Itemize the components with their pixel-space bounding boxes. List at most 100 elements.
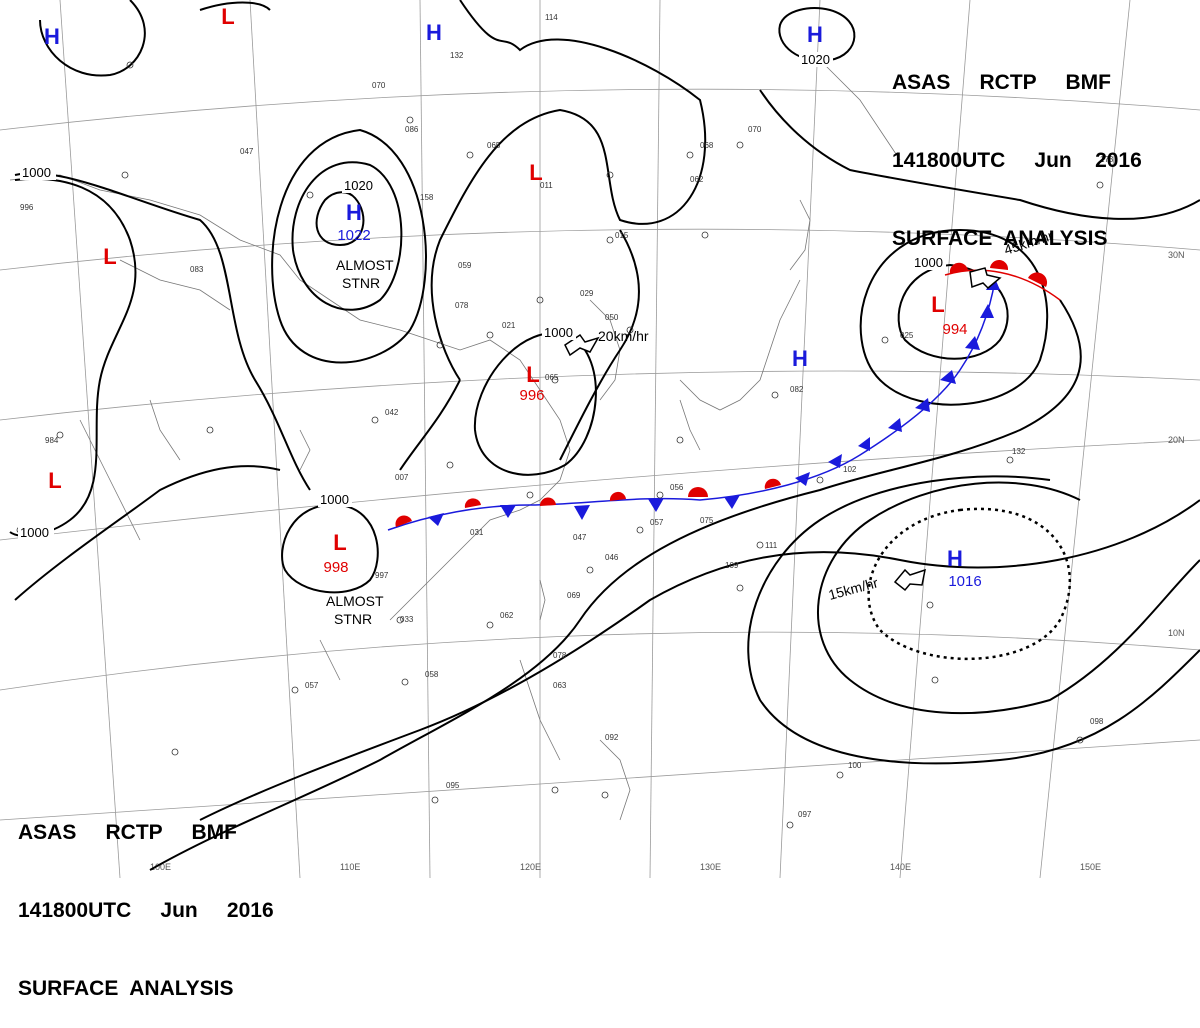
station-value: 057 bbox=[650, 518, 664, 527]
station-value: 031 bbox=[470, 528, 484, 537]
station-value: 158 bbox=[420, 193, 434, 202]
low-center: L bbox=[529, 160, 542, 185]
station-value: 996 bbox=[20, 203, 34, 212]
motion-arrows bbox=[564, 267, 1002, 592]
station-value: 011 bbox=[540, 181, 553, 190]
central-pressure: 994 bbox=[942, 321, 967, 338]
station-value: 056 bbox=[670, 483, 684, 492]
high-center: H bbox=[792, 346, 808, 371]
station-value: 047 bbox=[240, 147, 254, 156]
lat-label: 20N bbox=[1168, 435, 1185, 445]
station-value: 065 bbox=[545, 373, 559, 382]
station-value: 025 bbox=[900, 331, 914, 340]
header-line: 141800UTC Jun 2016 bbox=[892, 149, 1142, 172]
almost-stnr-label: STNR bbox=[342, 275, 380, 291]
motion-arrow bbox=[969, 267, 1002, 290]
dotted-isobar bbox=[867, 507, 1071, 661]
station-value: 015 bbox=[615, 231, 629, 240]
station-value: 111 bbox=[765, 541, 778, 550]
station-value: 097 bbox=[798, 810, 812, 819]
isobars bbox=[9, 0, 1200, 871]
almost-stnr-label: STNR bbox=[334, 611, 372, 627]
isobar-labels: 1000 1020 1000 1000 1000 1020 1000 bbox=[18, 52, 946, 540]
station-value: 098 bbox=[1090, 717, 1104, 726]
isobar-label: 1000 bbox=[544, 325, 573, 340]
low-center: L bbox=[103, 244, 116, 269]
isobar-label: 1000 bbox=[320, 492, 349, 507]
header-line: ASAS RCTP BMF bbox=[892, 71, 1111, 94]
lon-label: 130E bbox=[700, 862, 721, 872]
station-value: 070 bbox=[748, 125, 762, 134]
station-values: 114 132 070 086 065 011 062 068 070 015 … bbox=[20, 13, 1114, 819]
station-value: 021 bbox=[502, 321, 516, 330]
high-center: H bbox=[44, 24, 60, 49]
station-value: 062 bbox=[500, 611, 514, 620]
station-value: 109 bbox=[725, 561, 739, 570]
station-value: 057 bbox=[305, 681, 319, 690]
lon-label: 110E bbox=[340, 862, 360, 872]
warm-front bbox=[944, 259, 1061, 301]
station-value: 047 bbox=[573, 533, 587, 542]
station-value: 046 bbox=[605, 553, 619, 562]
low-center: L bbox=[221, 4, 234, 29]
pressure-systems: H L H H L L L L L H L H H bbox=[44, 4, 963, 571]
lon-label: 150E bbox=[1080, 862, 1101, 872]
station-value: 075 bbox=[700, 516, 714, 525]
station-value: 092 bbox=[605, 733, 619, 742]
header-bottom: ASAS RCTP BMF 141800UTC Jun 2016 SURFACE… bbox=[18, 768, 274, 1028]
central-pressure: 996 bbox=[519, 387, 544, 404]
motion-arrow bbox=[893, 568, 926, 592]
coastlines bbox=[9, 59, 901, 821]
station-value: 132 bbox=[1012, 447, 1026, 456]
station-value: 068 bbox=[700, 141, 714, 150]
station-value: 078 bbox=[455, 301, 469, 310]
low-center: L bbox=[48, 468, 61, 493]
central-pressure: 998 bbox=[323, 559, 348, 576]
isobar-label: 1000 bbox=[22, 165, 51, 180]
station-value: 984 bbox=[45, 436, 59, 445]
central-pressures: 1022 996 998 994 1016 bbox=[323, 227, 981, 590]
station-markers bbox=[16, 61, 1104, 829]
station-value: 082 bbox=[790, 385, 804, 394]
station-value: 083 bbox=[190, 265, 204, 274]
station-value: 078 bbox=[553, 651, 567, 660]
station-value: 063 bbox=[553, 681, 567, 690]
high-center: H bbox=[426, 20, 442, 45]
station-value: 132 bbox=[450, 51, 464, 60]
station-value: 173 bbox=[1100, 155, 1114, 164]
station-value: 042 bbox=[385, 408, 399, 417]
isobar-label: 1020 bbox=[801, 52, 830, 67]
high-center: H bbox=[807, 22, 823, 47]
header-line: SURFACE ANALYSIS bbox=[18, 977, 234, 1000]
station-value: 997 bbox=[375, 571, 389, 580]
station-value: 058 bbox=[425, 670, 439, 679]
low-center: L bbox=[333, 530, 346, 555]
lon-label: 140E bbox=[890, 862, 911, 872]
station-value: 065 bbox=[487, 141, 501, 150]
station-value: 086 bbox=[405, 125, 419, 134]
station-value: 050 bbox=[605, 313, 619, 322]
high-center: H bbox=[947, 546, 963, 571]
header-line: 141800UTC Jun 2016 bbox=[18, 899, 274, 922]
high-center: H bbox=[346, 200, 362, 225]
station-value: 095 bbox=[446, 781, 460, 790]
station-value: 062 bbox=[690, 175, 704, 184]
isobar-label: 1000 bbox=[20, 525, 49, 540]
low-center: L bbox=[931, 292, 944, 317]
central-pressure: 1022 bbox=[337, 227, 370, 244]
header-line: SURFACE ANALYSIS bbox=[892, 227, 1108, 250]
speed-label: 20km/hr bbox=[598, 328, 649, 344]
lon-label: 120E bbox=[520, 862, 541, 872]
station-value: 033 bbox=[400, 615, 414, 624]
almost-stnr-label: ALMOST bbox=[326, 593, 384, 609]
lat-label: 30N bbox=[1168, 250, 1185, 260]
lat-label: 10N bbox=[1168, 628, 1185, 638]
header-line: ASAS RCTP BMF bbox=[18, 821, 237, 844]
grid-labels: 30N 20N 10N 100E 110E 120E 130E 140E 150… bbox=[150, 250, 1185, 872]
station-value: 070 bbox=[372, 81, 386, 90]
central-pressure: 1016 bbox=[948, 573, 981, 590]
graticule bbox=[0, 0, 1200, 878]
isobar-label: 1000 bbox=[914, 255, 943, 270]
almost-stnr-label: ALMOST bbox=[336, 257, 394, 273]
station-value: 100 bbox=[848, 761, 862, 770]
